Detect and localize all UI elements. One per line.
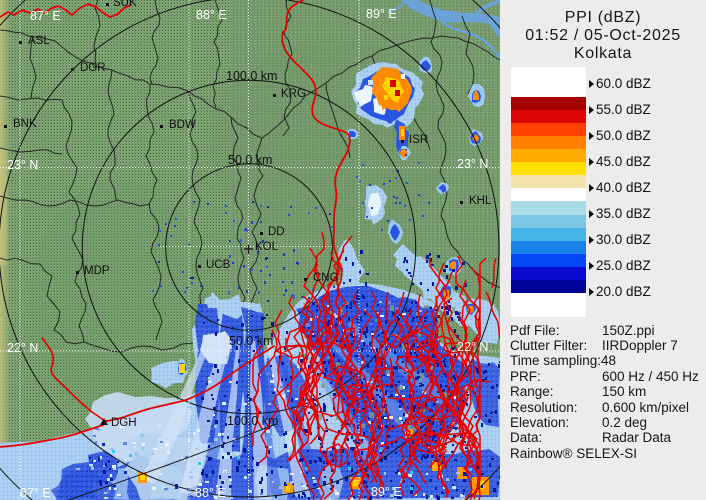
svg-text:DGR: DGR [80,62,106,74]
svg-text:22° N: 22° N [457,340,488,354]
svg-text:23° N: 23° N [457,157,488,171]
svg-text:BNK: BNK [13,118,37,130]
svg-text:SUK: SUK [113,0,137,9]
svg-text:DD: DD [268,226,285,238]
svg-text:50.0 km: 50.0 km [228,153,272,167]
svg-text:100.0 km: 100.0 km [226,69,277,83]
svg-text:50.0 km: 50.0 km [229,334,273,348]
svg-text:23° N: 23° N [7,158,38,172]
svg-text:88° E: 88° E [196,8,227,22]
svg-text:100.0 km: 100.0 km [227,414,278,428]
svg-text:89° E: 89° E [366,7,397,21]
svg-text:ISR: ISR [409,134,428,146]
svg-text:CNG: CNG [313,272,339,284]
svg-text:87° E: 87° E [20,486,51,500]
svg-text:BDW: BDW [169,119,196,131]
svg-text:89° E: 89° E [371,485,402,499]
svg-text:DGH: DGH [111,417,137,429]
svg-text:KRG: KRG [281,88,306,100]
svg-text:87° E: 87° E [30,9,61,23]
svg-text:22° N: 22° N [7,341,38,355]
svg-text:ASL: ASL [28,35,50,47]
svg-text:MDP: MDP [84,265,110,277]
svg-text:UCB: UCB [206,259,231,271]
svg-text:KOL: KOL [255,241,279,253]
svg-text:88° E: 88° E [195,486,226,500]
svg-text:KHL: KHL [469,195,492,207]
